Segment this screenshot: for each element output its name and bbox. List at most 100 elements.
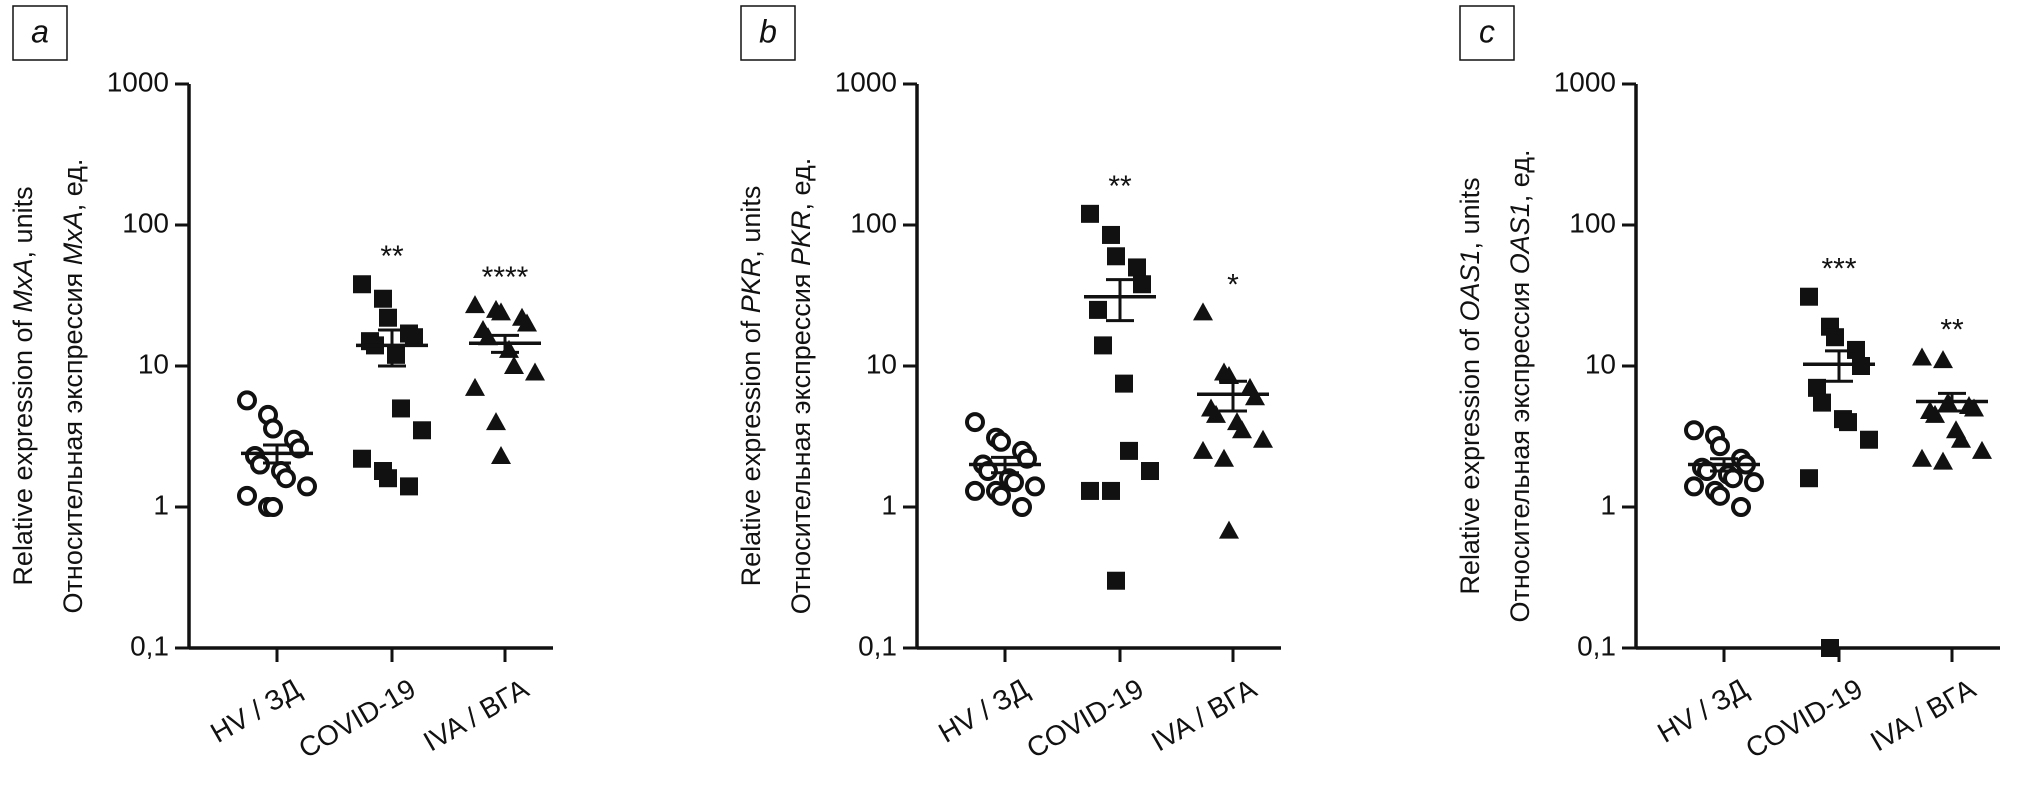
x-tick-label: COVID-19	[293, 673, 420, 764]
data-point	[991, 431, 1011, 452]
data-point	[1253, 429, 1273, 448]
y-tick-label: 100	[1569, 207, 1616, 238]
y-axis-label-part: Относительная экспрессия	[1505, 274, 1535, 622]
data-point	[263, 497, 283, 517]
panel-letter: a	[31, 13, 49, 49]
data-point	[387, 345, 405, 364]
data-point	[1860, 430, 1878, 449]
y-axis-label-part: , ед.	[58, 159, 88, 212]
x-tick-label: HV / ЗД	[1652, 673, 1752, 749]
y-axis-label-part: OAS1	[1505, 202, 1535, 274]
panel-letter: b	[759, 13, 777, 49]
y-axis-label-part: PKR	[786, 210, 816, 266]
data-point	[1826, 328, 1844, 347]
y-tick-label: 1000	[1554, 66, 1616, 97]
y-tick-label: 1000	[835, 66, 897, 97]
panel-letter-box	[12, 5, 68, 61]
data-point	[486, 412, 506, 431]
data-point	[1120, 441, 1138, 460]
x-tick-label: COVID-19	[1021, 673, 1148, 764]
y-axis-label: Относительная экспрессия PKR, ед.	[786, 158, 816, 614]
significance: **	[1108, 170, 1132, 203]
data-point	[1925, 404, 1945, 423]
data-point	[1081, 481, 1099, 500]
significance: ***	[1821, 253, 1856, 286]
data-point	[525, 362, 545, 381]
data-point	[1933, 451, 1953, 470]
data-point	[392, 399, 410, 418]
data-point	[1972, 440, 1992, 459]
y-axis-label: Relative expression of PKR, units	[736, 186, 766, 587]
data-point	[1710, 436, 1730, 457]
significance: **	[380, 240, 404, 273]
y-axis-label-part: PKR	[736, 258, 766, 314]
data-point	[991, 485, 1011, 506]
data-point	[1723, 468, 1743, 489]
data-point	[1133, 275, 1151, 294]
data-point	[237, 485, 257, 506]
data-point	[1964, 398, 1984, 417]
y-axis-label-part: Relative expression of	[1455, 321, 1485, 594]
data-point	[1102, 481, 1120, 500]
data-point	[1245, 387, 1265, 406]
y-axis-label: Относительная экспрессия OAS1, ед.	[1505, 150, 1535, 623]
y-axis-label-part: , units	[8, 186, 38, 258]
data-point	[1684, 476, 1704, 497]
panel-letter-box	[740, 5, 796, 61]
y-axis-label-part: OAS1	[1455, 249, 1485, 321]
data-point	[1813, 393, 1831, 412]
y-axis-label: Относительная экспрессия MxA, ед.	[58, 159, 88, 614]
data-point	[237, 390, 257, 411]
data-point	[1912, 347, 1932, 366]
y-tick-label: 0,1	[130, 630, 169, 661]
data-point	[374, 289, 392, 308]
y-tick-label: 1	[881, 489, 897, 520]
data-point	[1128, 258, 1146, 277]
data-point	[1839, 413, 1857, 432]
data-point	[1808, 378, 1826, 397]
panel: a 0,1 1 10 100 1000 Relative expression of MxA…	[8, 5, 553, 764]
x-tick-label: IVA / ВГА	[1146, 673, 1262, 758]
data-point	[491, 302, 511, 321]
data-point	[1852, 357, 1870, 375]
data-point	[1912, 448, 1932, 467]
y-axis-label-part: , ед.	[786, 158, 816, 211]
x-tick-label: IVA / ВГА	[1865, 673, 1981, 758]
data-point	[1094, 336, 1112, 355]
data-point	[1800, 469, 1818, 488]
x-tick-label: HV / ЗД	[933, 673, 1033, 749]
data-point	[965, 480, 985, 501]
data-point	[1193, 302, 1213, 321]
y-axis-label-part: Относительная экспрессия	[786, 266, 816, 614]
y-axis-label-part: , ед.	[1505, 150, 1535, 203]
y-tick-label: 0,1	[1577, 630, 1616, 661]
data-point	[353, 275, 371, 294]
significance: *	[1227, 268, 1239, 301]
data-point	[379, 308, 397, 327]
y-axis-label: Relative expression of MxA, units	[8, 186, 38, 585]
data-point	[263, 418, 283, 439]
data-point	[517, 313, 537, 332]
y-tick-label: 10	[866, 348, 897, 379]
data-point	[1081, 204, 1099, 223]
data-point	[1821, 639, 1839, 657]
data-point	[297, 476, 317, 497]
panel: c 0,1 1 10 100 1000 Relative expression of OAS…	[1455, 5, 2000, 764]
data-point	[965, 412, 985, 433]
data-point	[405, 328, 423, 347]
data-point	[1012, 497, 1032, 517]
data-point	[1847, 340, 1865, 359]
data-point	[1089, 300, 1107, 319]
data-point	[1951, 429, 1971, 448]
y-tick-label: 1000	[107, 66, 169, 97]
data-point	[1744, 472, 1764, 493]
data-point	[250, 454, 270, 475]
data-point	[1214, 448, 1234, 467]
y-axis-label-part: Относительная экспрессия	[58, 265, 88, 613]
data-point	[276, 468, 296, 489]
x-tick-label: COVID-19	[1740, 673, 1867, 764]
data-point	[1219, 520, 1239, 539]
data-point	[1004, 472, 1024, 493]
y-tick-label: 0,1	[858, 630, 897, 661]
data-point	[1800, 287, 1818, 306]
